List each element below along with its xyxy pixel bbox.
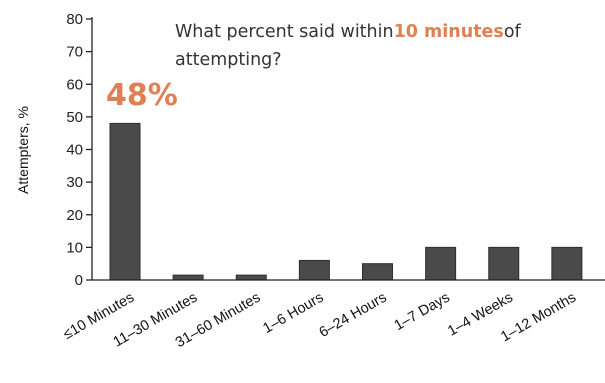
bar-4 [362, 263, 393, 281]
y-axis-title: Attempters, % [15, 106, 31, 194]
bar-2 [235, 274, 267, 281]
bar-1 [172, 274, 204, 281]
y-tick-label: 50 [66, 109, 83, 126]
bars [109, 122, 583, 281]
bar-5 [425, 246, 457, 281]
bar-3 [298, 259, 330, 281]
y-tick-label: 70 [66, 44, 83, 61]
x-category-label: 6–24 Hours [317, 290, 390, 341]
y-axis: 0 10 20 30 40 50 60 70 80 [66, 11, 93, 289]
bar-0 [109, 122, 141, 281]
question-text-before: What percent said within [175, 22, 394, 42]
y-tick-label: 0 [75, 272, 83, 289]
y-tick-label: 40 [66, 142, 83, 159]
question-text-after: of attempting? [175, 22, 521, 70]
x-category-label: 1–6 Hours [260, 290, 326, 337]
value-callout: 48% [106, 78, 178, 113]
bar-6 [488, 246, 520, 281]
question-highlight: 10 minutes [393, 22, 504, 42]
y-tick-label: 30 [66, 174, 83, 191]
question-annotation: What percent said within10 minutesof att… [175, 18, 595, 74]
y-tick-label: 10 [66, 239, 83, 256]
y-tick-label: 20 [66, 207, 83, 224]
y-tick-label: 80 [66, 11, 83, 28]
x-category-label: 1–7 Days [392, 290, 453, 334]
bar-7 [551, 246, 583, 281]
y-tick-label: 60 [66, 76, 83, 93]
